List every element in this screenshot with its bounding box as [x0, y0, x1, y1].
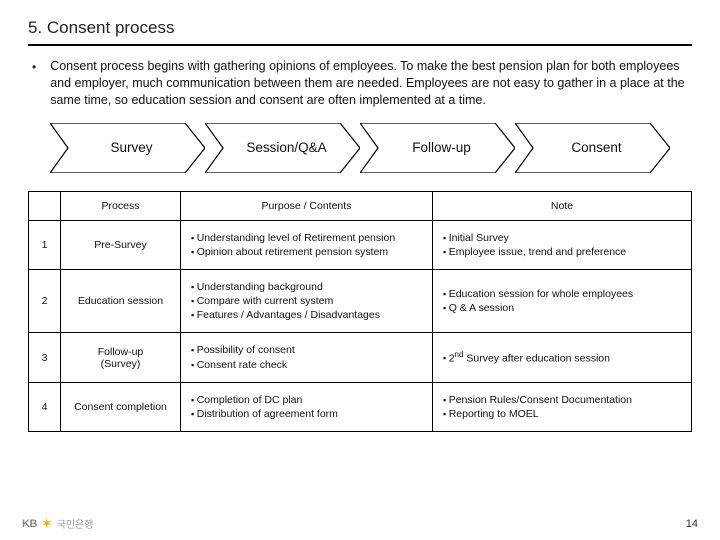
row-note: Education session for whole employeesQ &…	[433, 269, 692, 333]
table-header-row: Process Purpose / Contents Note	[29, 191, 692, 220]
section-title: 5. Consent process	[28, 18, 692, 46]
kb-logo: KB ✶ 국민은행	[22, 515, 93, 532]
row-note: 2nd Survey after education session	[433, 333, 692, 382]
flow-step-label: Consent	[515, 123, 670, 173]
footer: KB ✶ 국민은행 14	[22, 515, 698, 532]
row-process: Education session	[61, 269, 181, 333]
table-row: 4 Consent completion Completion of DC pl…	[29, 382, 692, 431]
bullet-icon: •	[32, 60, 36, 74]
row-process: Consent completion	[61, 382, 181, 431]
row-number: 1	[29, 220, 61, 269]
flow-step: Session/Q&A	[205, 123, 360, 173]
logo-kr-text: 국민은행	[57, 516, 94, 531]
description-text: Consent process begins with gathering op…	[50, 58, 688, 109]
logo-star-icon: ✶	[41, 515, 53, 532]
table-row: 1 Pre-Survey Understanding level of Reti…	[29, 220, 692, 269]
row-purpose: Understanding level of Retirement pensio…	[181, 220, 433, 269]
flow-step: Consent	[515, 123, 670, 173]
page-number: 14	[686, 518, 698, 530]
row-purpose: Possibility of consentConsent rate check	[181, 333, 433, 382]
row-process: Follow-up(Survey)	[61, 333, 181, 382]
table-row: 2 Education session Understanding backgr…	[29, 269, 692, 333]
flow-step: Survey	[50, 123, 205, 173]
header-purpose: Purpose / Contents	[181, 191, 433, 220]
flow-step-label: Survey	[50, 123, 205, 173]
row-number: 3	[29, 333, 61, 382]
row-purpose: Completion of DC planDistribution of agr…	[181, 382, 433, 431]
header-note: Note	[433, 191, 692, 220]
description-row: • Consent process begins with gathering …	[28, 58, 692, 109]
flow-step-label: Follow-up	[360, 123, 515, 173]
logo-kb-text: KB	[22, 518, 37, 530]
table-row: 3 Follow-up(Survey) Possibility of conse…	[29, 333, 692, 382]
row-note: Initial SurveyEmployee issue, trend and …	[433, 220, 692, 269]
header-empty	[29, 191, 61, 220]
row-purpose: Understanding backgroundCompare with cur…	[181, 269, 433, 333]
flow-step-label: Session/Q&A	[205, 123, 360, 173]
row-process: Pre-Survey	[61, 220, 181, 269]
process-table: Process Purpose / Contents Note 1 Pre-Su…	[28, 191, 692, 433]
process-flow: Survey Session/Q&A Follow-up Consent	[28, 123, 692, 173]
header-process: Process	[61, 191, 181, 220]
row-note: Pension Rules/Consent DocumentationRepor…	[433, 382, 692, 431]
row-number: 2	[29, 269, 61, 333]
flow-step: Follow-up	[360, 123, 515, 173]
row-number: 4	[29, 382, 61, 431]
